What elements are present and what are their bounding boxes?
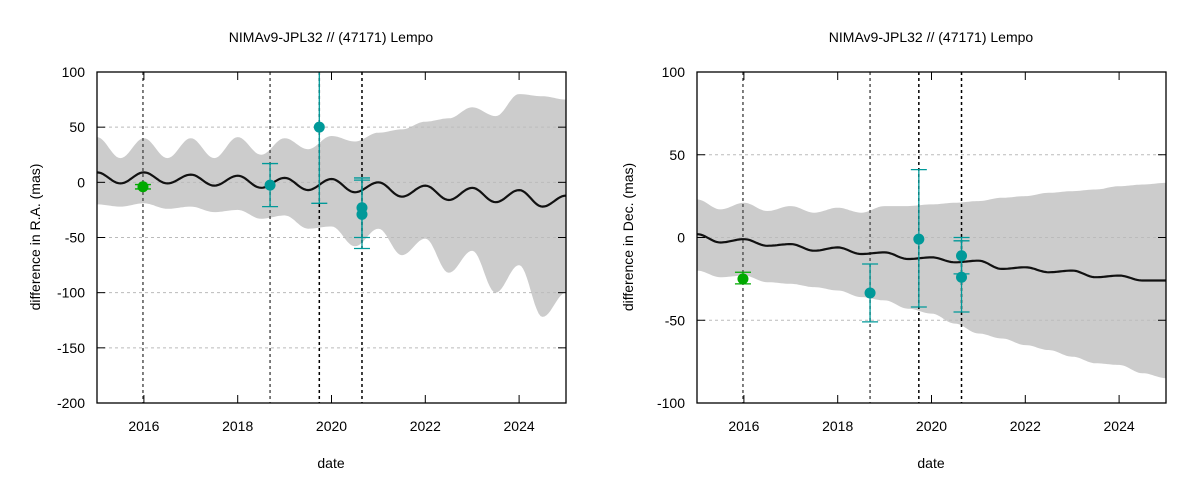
observation-point [264, 179, 276, 191]
y-tick-label: -100 [657, 395, 685, 411]
x-axis-label: date [917, 455, 944, 471]
y-tick-label: 100 [62, 64, 86, 80]
observation-point [956, 271, 968, 283]
y-tick-label: -50 [665, 312, 685, 328]
x-tick-label: 2022 [1010, 418, 1041, 434]
observation-point [356, 208, 368, 220]
dec-chart: NIMAv9-JPL32 // (47171) Lempo date diffe… [620, 29, 1167, 471]
observation-point [737, 273, 749, 285]
y-tick-label: 50 [669, 147, 685, 163]
x-tick-label: 2022 [410, 418, 441, 434]
y-axis-label: difference in Dec. (mas) [620, 163, 636, 311]
chart-title: NIMAv9-JPL32 // (47171) Lempo [229, 29, 434, 45]
y-tick-label: 50 [69, 119, 85, 135]
uncertainty-band [97, 94, 566, 317]
x-tick-label: 2018 [822, 418, 853, 434]
model-line [697, 233, 1166, 282]
y-tick-label: 0 [77, 174, 85, 190]
model-line [97, 171, 566, 208]
x-tick-label: 2020 [316, 418, 347, 434]
plot-area [97, 72, 566, 403]
ra-chart: NIMAv9-JPL32 // (47171) Lempo date diffe… [27, 29, 567, 471]
y-tick-label: 100 [662, 64, 686, 80]
chart-title: NIMAv9-JPL32 // (47171) Lempo [829, 29, 1034, 45]
observation-point [864, 287, 876, 299]
y-axis-label: difference in R.A. (mas) [27, 164, 43, 311]
observation-point [913, 233, 925, 245]
observation-point [313, 121, 325, 133]
plot-area [697, 72, 1166, 403]
y-tick-label: -50 [65, 230, 85, 246]
y-tick-label: 0 [677, 230, 685, 246]
x-tick-label: 2024 [504, 418, 535, 434]
y-tick-label: -100 [57, 285, 85, 301]
x-tick-label: 2024 [1104, 418, 1135, 434]
uncertainty-band [697, 182, 1166, 379]
x-tick-label: 2016 [128, 418, 159, 434]
y-tick-label: -200 [57, 395, 85, 411]
x-tick-label: 2016 [728, 418, 759, 434]
y-tick-label: -150 [57, 340, 85, 356]
x-tick-label: 2020 [916, 418, 947, 434]
observation-point [137, 181, 149, 193]
x-axis-label: date [317, 455, 344, 471]
x-tick-label: 2018 [222, 418, 253, 434]
